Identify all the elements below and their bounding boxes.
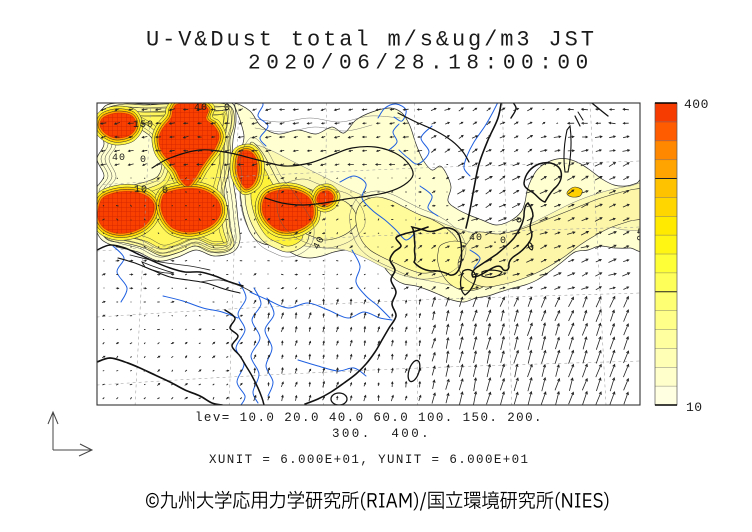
svg-text:0: 0 [140,155,147,166]
svg-text:10: 10 [686,400,703,415]
svg-text:lev= 10.0 20.0 40.0 60.0 100.: lev= 10.0 20.0 40.0 60.0 100. 150. 200. [195,411,543,425]
svg-text:0: 0 [162,186,169,197]
svg-text:400: 400 [684,97,709,112]
svg-text:40: 40 [469,233,483,244]
svg-text:10: 10 [134,185,148,196]
svg-text:40: 40 [633,228,644,242]
svg-text:40: 40 [112,153,126,164]
svg-text:.: . [492,236,499,247]
svg-text:XUNIT = 6.000E+01, YUNIT = 6.0: XUNIT = 6.000E+01, YUNIT = 6.000E+01 [209,453,529,467]
svg-text:40: 40 [194,103,208,114]
svg-text:0: 0 [500,236,507,247]
svg-text:2020/06/28.18:00:00: 2020/06/28.18:00:00 [248,53,594,76]
svg-text:U-V&Dust total m/s&ug/m3 JST: U-V&Dust total m/s&ug/m3 JST [146,28,597,53]
svg-text:150: 150 [133,120,154,131]
svg-text:300. 400.: 300. 400. [332,427,431,441]
svg-text:0: 0 [224,103,231,114]
